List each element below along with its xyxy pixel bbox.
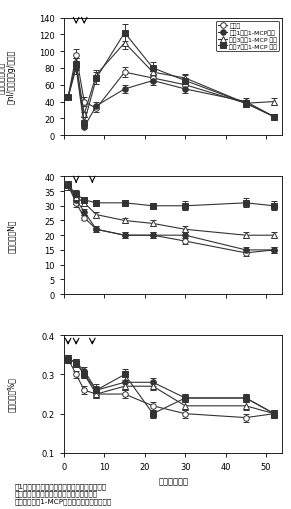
Y-axis label: 滴定酸度（%）: 滴定酸度（%）	[7, 377, 16, 412]
Y-axis label: 果肉硬度（N）: 果肉硬度（N）	[7, 219, 16, 252]
X-axis label: 収穫後（日）: 収穫後（日）	[158, 476, 188, 486]
Text: 図1　「王林」果実のエチレン生成量（上）、
　　　果肉硬度（中）、滴定酸度（下）。
　　　矢印は1-MCP処理をした時期を示す。: 図1 「王林」果実のエチレン生成量（上）、 果肉硬度（中）、滴定酸度（下）。 矢…	[15, 482, 112, 504]
Legend: 無処理, 収穫1日後1-MCP処理, 収穫3日後1-MCP 処理, 収穫7日後1-MCP 処理: 無処理, 収穫1日後1-MCP処理, 収穫3日後1-MCP 処理, 収穫7日後1…	[216, 21, 279, 51]
Y-axis label: エチレン生成量
（nl/新鮮果重g/時間）: エチレン生成量 （nl/新鮮果重g/時間）	[0, 50, 16, 104]
